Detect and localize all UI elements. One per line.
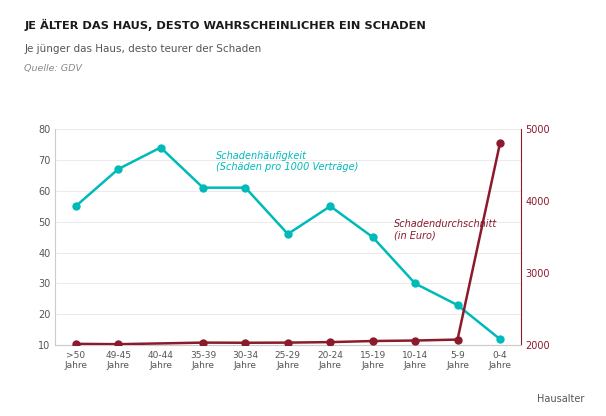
Text: Schadendurchschnitt
(in Euro): Schadendurchschnitt (in Euro) — [394, 219, 497, 241]
Text: Quelle: GDV: Quelle: GDV — [24, 64, 82, 74]
Text: JE ÄLTER DAS HAUS, DESTO WAHRSCHEINLICHER EIN SCHADEN: JE ÄLTER DAS HAUS, DESTO WAHRSCHEINLICHE… — [24, 19, 426, 31]
Text: Hausalter: Hausalter — [538, 394, 585, 404]
Text: Schadenhäufigkeit
(Schäden pro 1000 Verträge): Schadenhäufigkeit (Schäden pro 1000 Vert… — [216, 151, 358, 172]
Text: Je jünger das Haus, desto teurer der Schaden: Je jünger das Haus, desto teurer der Sch… — [24, 44, 262, 54]
